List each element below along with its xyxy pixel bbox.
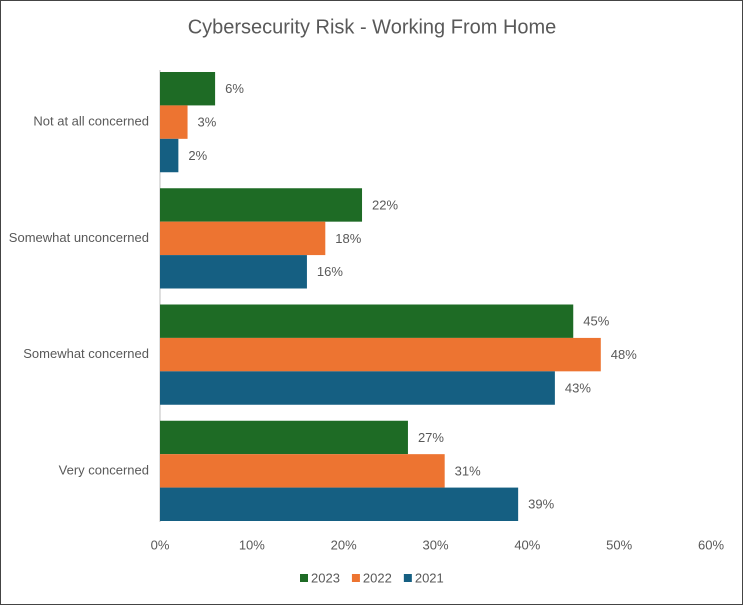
- x-tick-label: 60%: [698, 537, 724, 552]
- x-tick-label: 10%: [239, 537, 265, 552]
- bar: [160, 221, 326, 256]
- data-label: 22%: [372, 197, 398, 212]
- y-tick-label: Not at all concerned: [33, 114, 149, 129]
- x-tick-label: 40%: [514, 537, 540, 552]
- legend-swatch: [351, 574, 360, 582]
- y-tick-label: Very concerned: [59, 462, 149, 477]
- x-tick-label: 30%: [422, 537, 448, 552]
- bar: [160, 454, 445, 488]
- legend-swatch: [300, 574, 308, 582]
- legend-label: 2021: [415, 570, 444, 585]
- y-tick-label: Somewhat concerned: [23, 346, 149, 361]
- chart-title: Cybersecurity Risk - Working From Home: [188, 16, 557, 38]
- x-tick-label: 0%: [151, 537, 170, 552]
- data-label: 6%: [225, 81, 244, 96]
- data-label: 48%: [611, 347, 637, 362]
- bar: [160, 304, 574, 338]
- data-label: 18%: [335, 231, 361, 246]
- data-label: 27%: [418, 430, 444, 445]
- bar: [160, 255, 307, 289]
- data-label: 45%: [583, 314, 609, 329]
- legend-swatch: [403, 574, 412, 582]
- bar: [160, 337, 601, 372]
- data-label: 43%: [565, 380, 591, 395]
- bar: [160, 487, 519, 521]
- bar: [160, 138, 179, 173]
- x-tick-label: 20%: [331, 537, 357, 552]
- bar: [160, 371, 555, 405]
- legend-label: 2022: [363, 570, 392, 585]
- legend-label: 2023: [311, 570, 340, 585]
- x-tick-label: 50%: [606, 537, 632, 552]
- y-tick-label: Somewhat unconcerned: [9, 230, 149, 245]
- bar: [160, 105, 188, 139]
- data-label: 16%: [317, 264, 343, 279]
- bar: [160, 72, 216, 106]
- data-label: 3%: [198, 115, 217, 130]
- bar: [160, 420, 408, 455]
- bar: [160, 188, 363, 222]
- data-label: 31%: [455, 463, 481, 478]
- data-label: 39%: [528, 497, 554, 512]
- data-label: 2%: [188, 148, 207, 163]
